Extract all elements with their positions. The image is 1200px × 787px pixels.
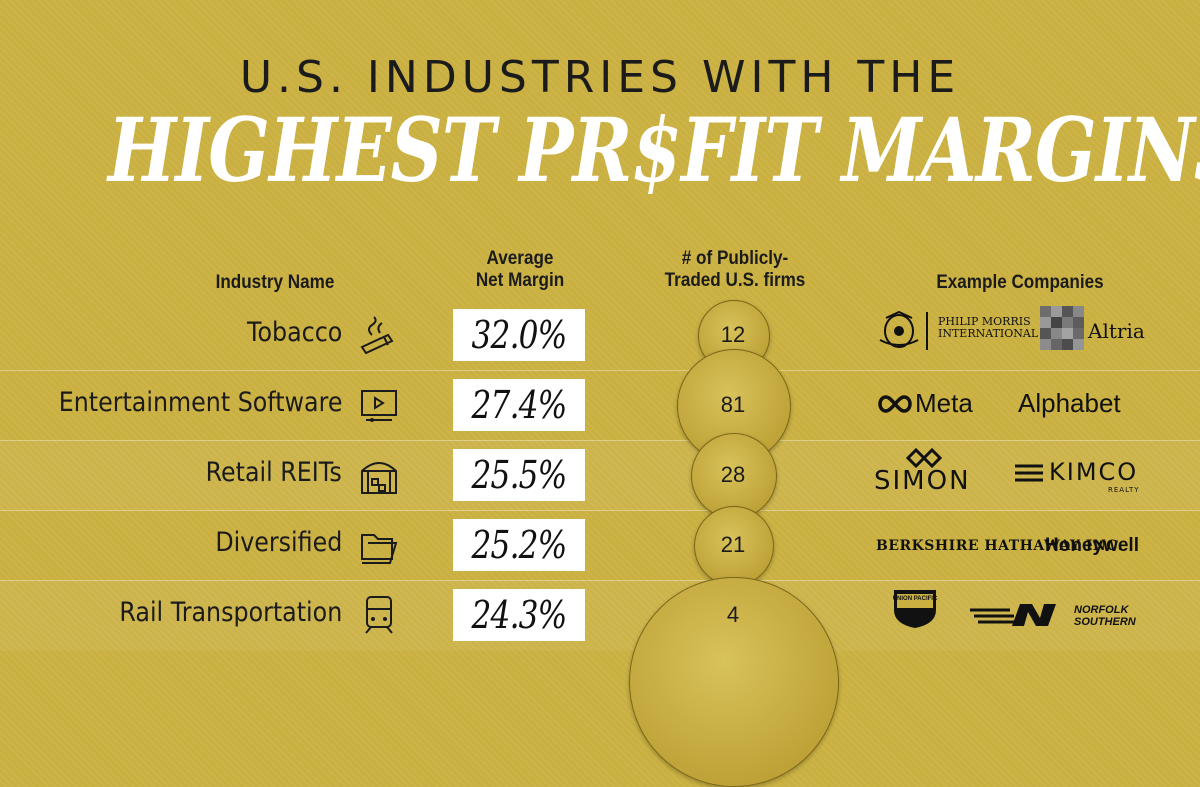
firm-count-bubble <box>677 349 791 463</box>
col-header-firms: # of Publicly- Traded U.S. firms <box>650 248 821 292</box>
industry-label: Entertainment Software <box>58 387 342 418</box>
philip-morris-crest-logo <box>879 310 919 348</box>
col-header-margin: Average Net Margin <box>448 248 592 292</box>
company-simon: SIMON <box>874 466 971 496</box>
margin-value-label: 25.5% <box>471 453 568 497</box>
col-header-companies: Example Companies <box>936 272 1104 293</box>
margin-bar: 24.3% <box>453 589 585 641</box>
train-icon <box>365 596 393 634</box>
row-divider <box>0 370 1200 441</box>
col-header-industry: Industry Name <box>215 272 335 293</box>
page-title: HIGHEST PR$FIT MARGINS <box>108 98 1200 202</box>
margin-value-label: 32.0% <box>471 313 568 357</box>
smoking-icon <box>360 316 394 355</box>
company-norfolk-line2: SOUTHERN <box>1074 616 1136 628</box>
logo-divider <box>926 312 928 350</box>
storefront-icon <box>361 462 397 494</box>
firm-count-label: 81 <box>720 392 746 417</box>
kimco-stripes-logo <box>1015 464 1043 482</box>
company-kimco-sub: REALTY <box>1108 486 1140 494</box>
union-pacific-text: UNION PACIFIC <box>893 596 938 602</box>
altria-mosaic-logo <box>1040 306 1084 350</box>
col-header-margin-line2: Net Margin <box>475 270 565 291</box>
company-alphabet: Alphabet <box>1018 388 1121 418</box>
company-altria: Altria <box>1088 319 1145 343</box>
firm-count-bubble <box>691 433 777 519</box>
norfolk-southern-ns-logo <box>970 604 1056 626</box>
margin-value-label: 24.3% <box>471 593 568 637</box>
page-subtitle: U.S. INDUSTRIES WITH THE <box>239 52 961 103</box>
folders-icon <box>361 534 398 564</box>
col-header-firms-line1: # of Publicly- <box>681 248 789 269</box>
row-divider <box>0 440 1200 511</box>
margin-value-label: 27.4% <box>471 383 568 427</box>
company-meta: Meta <box>915 388 973 418</box>
firm-count-label: 12 <box>720 322 746 347</box>
meta-infinity-logo <box>878 395 912 413</box>
industry-label: Diversified <box>215 527 342 558</box>
industry-label: Retail REITs <box>205 457 342 488</box>
firm-count-bubble <box>693 505 775 587</box>
company-philip-morris-line1: PHILIP MORRIS <box>938 315 1031 328</box>
margin-bar-fill <box>453 379 567 431</box>
margin-bar-fill <box>453 449 559 501</box>
union-pacific-shield-logo: UNION PACIFIC <box>893 590 938 628</box>
margin-value-label: 25.2% <box>471 523 568 567</box>
margin-bar-fill <box>453 309 585 361</box>
margin-bar-fill <box>453 519 557 571</box>
industry-label: Tobacco <box>246 317 342 348</box>
col-header-margin-line1: Average <box>486 248 554 269</box>
company-berkshire: BERKSHIRE HATHAWAY INC. <box>876 538 1123 554</box>
company-honeywell: Honeywell <box>1045 535 1139 556</box>
col-header-firms-line2: Traded U.S. firms <box>664 270 806 291</box>
company-philip-morris-line2: INTERNATIONAL <box>938 327 1039 340</box>
industry-label: Rail Transportation <box>119 597 342 628</box>
margin-bar: 25.5% <box>453 449 585 501</box>
row-divider <box>0 510 1200 581</box>
company-philip-morris: PHILIP MORRIS INTERNATIONAL <box>938 316 1038 340</box>
company-norfolk-line1: NORFOLK <box>1074 604 1129 616</box>
company-norfolk-southern: NORFOLK SOUTHERN <box>1074 604 1136 628</box>
firm-count-label: 28 <box>720 462 746 487</box>
simon-diamond-logo <box>905 448 943 468</box>
margin-bar: 32.0% <box>453 309 585 361</box>
firm-count-label: 21 <box>720 532 746 557</box>
margin-bar: 27.4% <box>453 379 585 431</box>
company-kimco: KIMCO <box>1049 458 1139 486</box>
video-player-icon <box>361 390 397 422</box>
margin-bar: 25.2% <box>453 519 585 571</box>
firm-count-label: 4 <box>726 602 740 627</box>
